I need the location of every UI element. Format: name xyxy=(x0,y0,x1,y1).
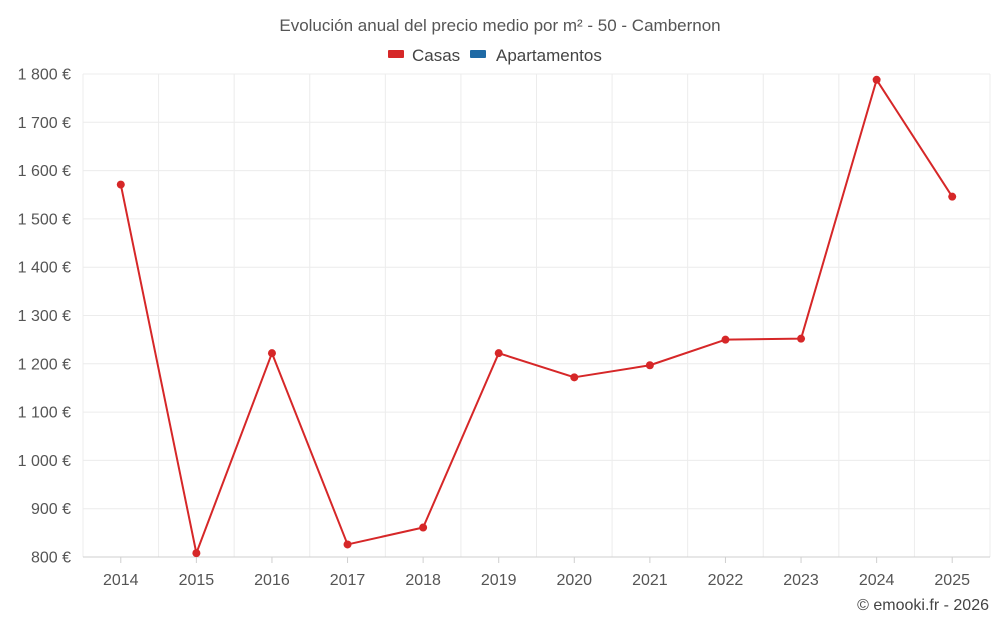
legend-swatch-casas xyxy=(388,50,404,58)
legend-swatch-apartamentos xyxy=(470,50,486,58)
data-point-2023[interactable] xyxy=(797,334,806,343)
data-point-2024[interactable] xyxy=(872,75,881,84)
x-tick-label: 2018 xyxy=(405,572,441,589)
chart-title: Evolución anual del precio medio por m² … xyxy=(279,16,720,35)
data-point-2019[interactable] xyxy=(494,349,503,358)
x-axis: 2014 2015 2016 2017 2018 2019 2020 2021 2022 2023… xyxy=(83,556,990,589)
data-point-2025[interactable] xyxy=(948,192,957,201)
y-tick-label: 1 600 € xyxy=(18,163,71,180)
grid xyxy=(82,73,991,558)
x-tick-label: 2014 xyxy=(103,572,139,589)
legend-item-casas[interactable]: Casas xyxy=(388,46,460,65)
credit-text: © emooki.fr - 2026 xyxy=(857,597,989,614)
y-tick-label: 1 800 € xyxy=(18,67,71,84)
legend-item-apartamentos[interactable]: Apartamentos xyxy=(470,46,602,65)
data-point-2014[interactable] xyxy=(116,180,125,189)
x-tick-label: 2016 xyxy=(254,572,290,589)
series-line-casas xyxy=(119,78,954,555)
legend: Casas Apartamentos xyxy=(388,46,602,65)
y-tick-label: 1 700 € xyxy=(18,115,71,132)
y-tick-label: 1 200 € xyxy=(18,356,71,373)
legend-label-apartamentos: Apartamentos xyxy=(496,46,602,65)
x-tick-label: 2024 xyxy=(859,572,895,589)
x-tick-label: 2020 xyxy=(556,572,592,589)
x-tick-label: 2022 xyxy=(708,572,744,589)
x-tick-label: 2015 xyxy=(179,572,215,589)
y-tick-label: 800 € xyxy=(31,550,71,567)
x-tick-label: 2019 xyxy=(481,572,517,589)
data-point-2017[interactable] xyxy=(343,540,352,549)
y-axis: 800 € 900 € 1 000 € 1 100 € 1 200 € 1 300 € 1 … xyxy=(18,67,71,567)
legend-label-casas: Casas xyxy=(412,46,460,65)
data-point-2016[interactable] xyxy=(267,349,276,358)
data-point-2015[interactable] xyxy=(192,549,201,558)
data-point-2022[interactable] xyxy=(721,335,730,344)
y-tick-label: 1 500 € xyxy=(18,211,71,228)
y-tick-label: 1 000 € xyxy=(18,453,71,470)
x-tick-label: 2021 xyxy=(632,572,668,589)
x-tick-label: 2017 xyxy=(330,572,366,589)
y-tick-label: 1 300 € xyxy=(18,308,71,325)
series-casas xyxy=(116,75,957,558)
data-point-2020[interactable] xyxy=(570,373,579,382)
y-tick-label: 900 € xyxy=(31,501,71,518)
y-tick-label: 1 400 € xyxy=(18,260,71,277)
x-tick-label: 2025 xyxy=(934,572,970,589)
x-tick-label: 2023 xyxy=(783,572,819,589)
data-point-2021[interactable] xyxy=(645,361,654,370)
data-point-2018[interactable] xyxy=(419,523,428,532)
y-tick-label: 1 100 € xyxy=(18,405,71,422)
